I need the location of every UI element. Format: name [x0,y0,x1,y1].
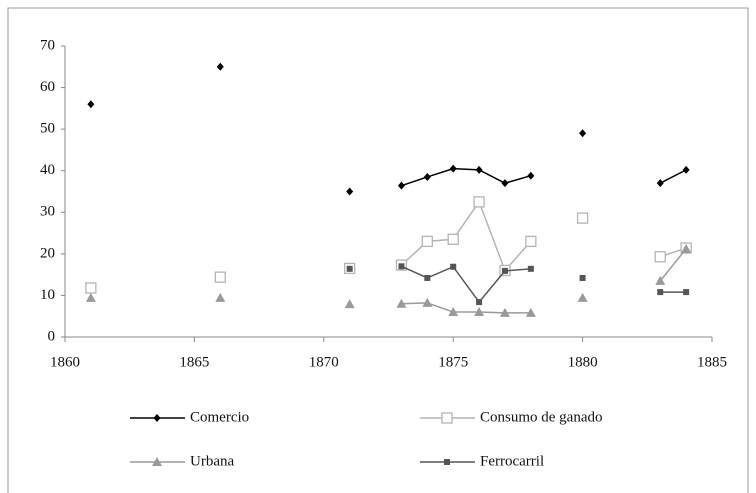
marker [85,282,97,294]
frame [7,7,749,493]
marker [525,235,537,248]
marker [655,275,666,285]
marker [449,164,457,173]
y-tick-label: 50 [40,121,55,137]
x-tick-label: 1860 [50,354,80,370]
marker [216,62,224,71]
legend-marker [152,457,162,466]
legend-marker [444,459,450,465]
marker [214,271,226,283]
marker [501,179,509,188]
marker [476,299,483,306]
marker [683,289,690,296]
marker [421,235,433,248]
marker [397,181,405,190]
y-tick-label: 0 [48,328,56,344]
marker [657,289,664,296]
marker [654,251,666,263]
marker [579,274,586,281]
marker [656,179,664,188]
marker [396,298,407,308]
legend-label: Ferrocarril [480,453,544,469]
marker [527,171,535,180]
marker [215,292,226,302]
x-tick-label: 1885 [697,354,727,370]
marker [475,165,483,174]
marker [85,292,96,302]
series-line [401,167,687,187]
marker [344,299,355,309]
y-tick-label: 60 [40,79,55,95]
x-tick-label: 1875 [438,354,468,370]
marker [577,292,588,302]
y-tick-label: 10 [40,287,55,303]
marker [499,307,510,317]
x-tick-label: 1865 [179,354,209,370]
marker [346,187,354,196]
legend-marker [441,412,453,424]
marker [447,233,459,245]
marker [579,129,587,138]
legend-label: Consumo de ganado [480,409,602,425]
marker [87,100,95,109]
marker [501,267,508,274]
marker [474,307,485,317]
x-tick-label: 1870 [309,354,339,370]
marker [576,212,589,224]
marker [527,265,534,272]
legend-label: Comercio [190,409,249,425]
y-tick-label: 70 [40,37,55,53]
legend-label: Urbana [190,453,234,469]
marker [423,172,431,181]
marker [450,263,457,270]
y-tick-label: 40 [40,162,55,178]
marker [682,165,690,174]
y-tick-label: 30 [40,204,55,220]
marker [346,265,353,272]
marker [448,307,459,317]
series-line [401,265,687,304]
marker [398,263,405,270]
marker [525,307,536,317]
y-tick-label: 20 [40,245,55,261]
series-line [400,200,687,272]
marker [681,243,692,253]
x-tick-label: 1880 [568,354,598,370]
series-line [401,248,687,314]
marker [422,297,433,307]
legend-marker [153,414,161,422]
marker [424,274,431,281]
marker [473,196,485,208]
